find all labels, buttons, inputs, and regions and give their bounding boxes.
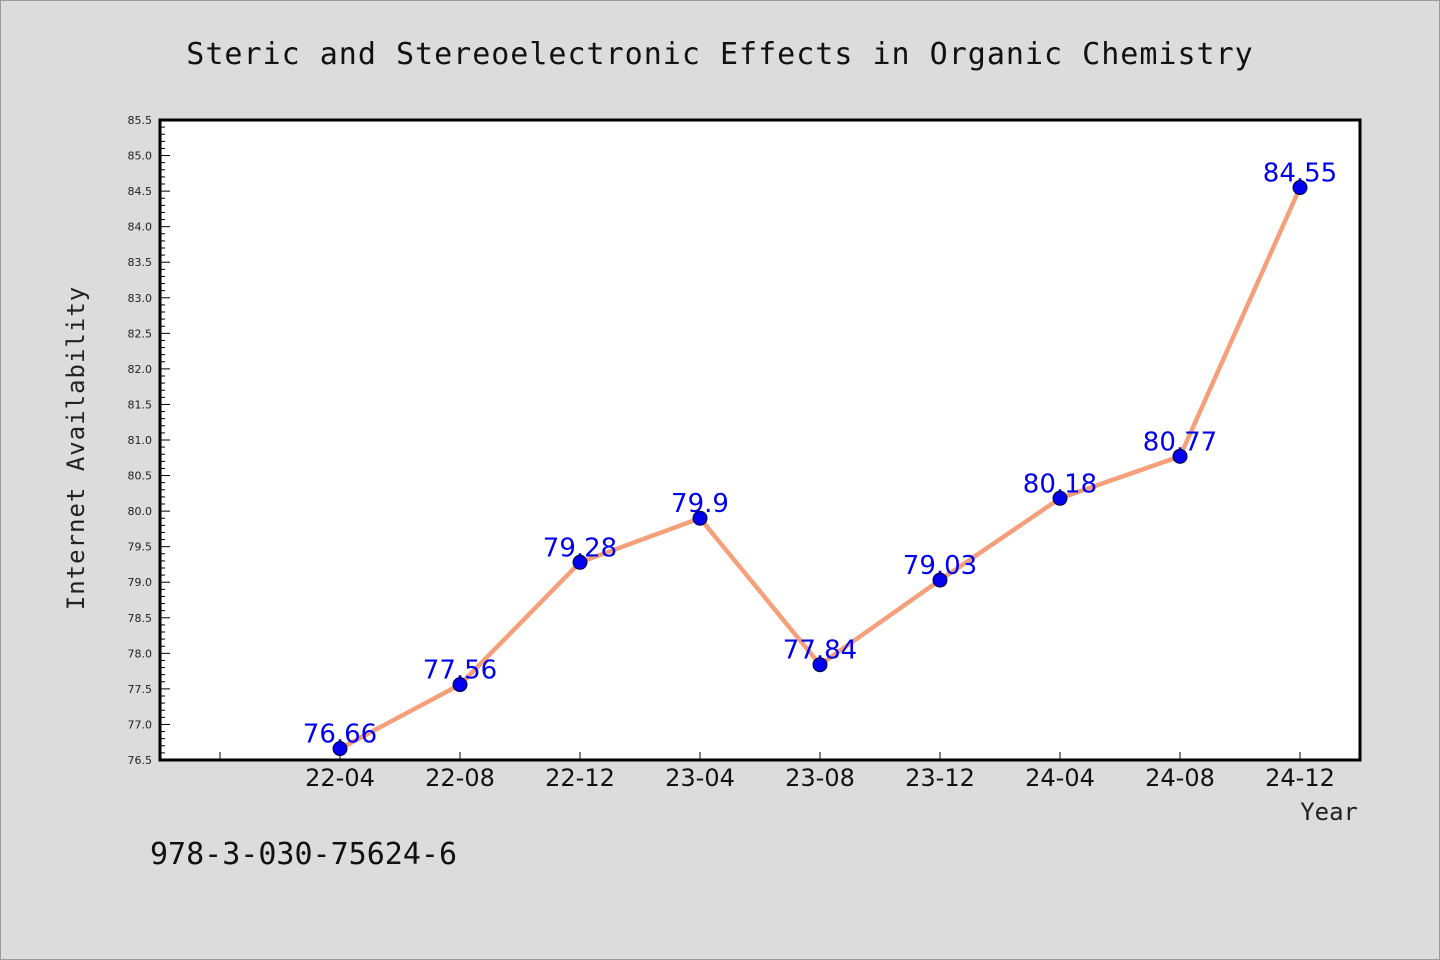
y-tick-label: 78.0: [128, 647, 153, 660]
footer-isbn: 978-3-030-75624-6: [150, 837, 457, 872]
y-tick-label: 76.5: [128, 754, 153, 767]
y-tick-label: 77.5: [128, 683, 153, 696]
x-tick-label: 22-08: [425, 764, 495, 792]
x-axis-ticks: 22-04 22-08 22-12 23-04 23-08 23-12 24-04 24-08…: [219, 752, 1335, 792]
y-tick-label: 85.0: [128, 150, 153, 163]
y-tick-label: 79.0: [128, 576, 153, 589]
x-tick-label: 22-12: [545, 764, 615, 792]
data-point: [812, 657, 828, 673]
chart-title: Steric and Stereoelectronic Effects in O…: [186, 37, 1253, 72]
y-axis-ticks: 76.5 77.0 77.5 78.0 78.5 79.0 79.5 80.0 80.5 81.0…: [128, 114, 170, 767]
y-tick-label: 79.5: [128, 541, 153, 554]
y-tick-label: 85.5: [128, 114, 153, 127]
data-point: [332, 741, 348, 757]
data-point: [932, 572, 948, 588]
data-point: [452, 677, 468, 693]
x-tick-label: 23-04: [665, 764, 735, 792]
y-tick-label: 78.5: [128, 612, 153, 625]
x-tick-label: 24-08: [1145, 764, 1215, 792]
data-point: [692, 510, 708, 526]
y-tick-label: 84.0: [128, 221, 153, 234]
y-axis-label: Internet Availability: [62, 286, 90, 610]
data-point: [1052, 490, 1068, 506]
data-point: [1172, 448, 1188, 464]
y-tick-label: 83.0: [128, 292, 153, 305]
y-tick-label: 80.5: [128, 470, 153, 483]
data-point: [1292, 180, 1308, 196]
x-axis-label: Year: [1300, 798, 1358, 826]
x-tick-label: 24-04: [1025, 764, 1095, 792]
y-tick-label: 81.5: [128, 398, 153, 411]
x-tick-label: 22-04: [305, 764, 375, 792]
data-point: [572, 554, 588, 570]
y-tick-label: 77.0: [128, 718, 153, 731]
y-tick-label: 80.0: [128, 505, 153, 518]
plot-area: [158, 118, 1362, 762]
y-tick-label: 82.5: [128, 327, 153, 340]
y-tick-label: 81.0: [128, 434, 153, 447]
y-tick-label: 82.0: [128, 363, 153, 376]
y-tick-label: 83.5: [128, 256, 153, 269]
x-tick-label: 24-12: [1265, 764, 1335, 792]
y-tick-label: 84.5: [128, 185, 153, 198]
x-tick-label: 23-12: [905, 764, 975, 792]
x-tick-label: 23-08: [785, 764, 855, 792]
series-layer: 76.6677.5679.2879.977.8479.0380.1880.778…: [303, 159, 1337, 757]
